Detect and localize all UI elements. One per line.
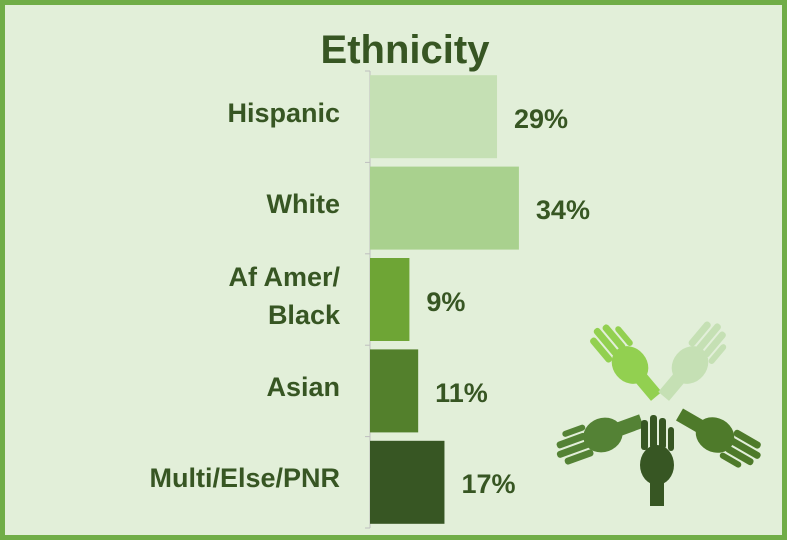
y-tick-label: Af Amer/ Black xyxy=(228,258,340,334)
bar xyxy=(370,441,444,524)
y-tick-label: Hispanic xyxy=(227,94,340,132)
y-tick-label: Asian xyxy=(266,368,340,406)
plot xyxy=(5,5,782,535)
y-tick-label: Multi/Else/PNR xyxy=(149,459,340,497)
bar xyxy=(370,167,519,250)
data-label: 9% xyxy=(426,285,465,319)
data-label: 11% xyxy=(435,376,488,410)
data-label: 17% xyxy=(461,467,515,501)
data-label: 29% xyxy=(514,102,568,136)
data-label: 34% xyxy=(536,193,590,227)
bar xyxy=(370,258,409,341)
chart: Ethnicity Hispanic 29% White 34% Af Amer/ Bl… xyxy=(0,0,787,540)
y-tick-label: White xyxy=(267,185,341,223)
bar xyxy=(370,349,418,432)
chart-title: Ethnicity xyxy=(5,25,787,75)
bar xyxy=(370,75,497,158)
hands-icon xyxy=(550,316,767,506)
